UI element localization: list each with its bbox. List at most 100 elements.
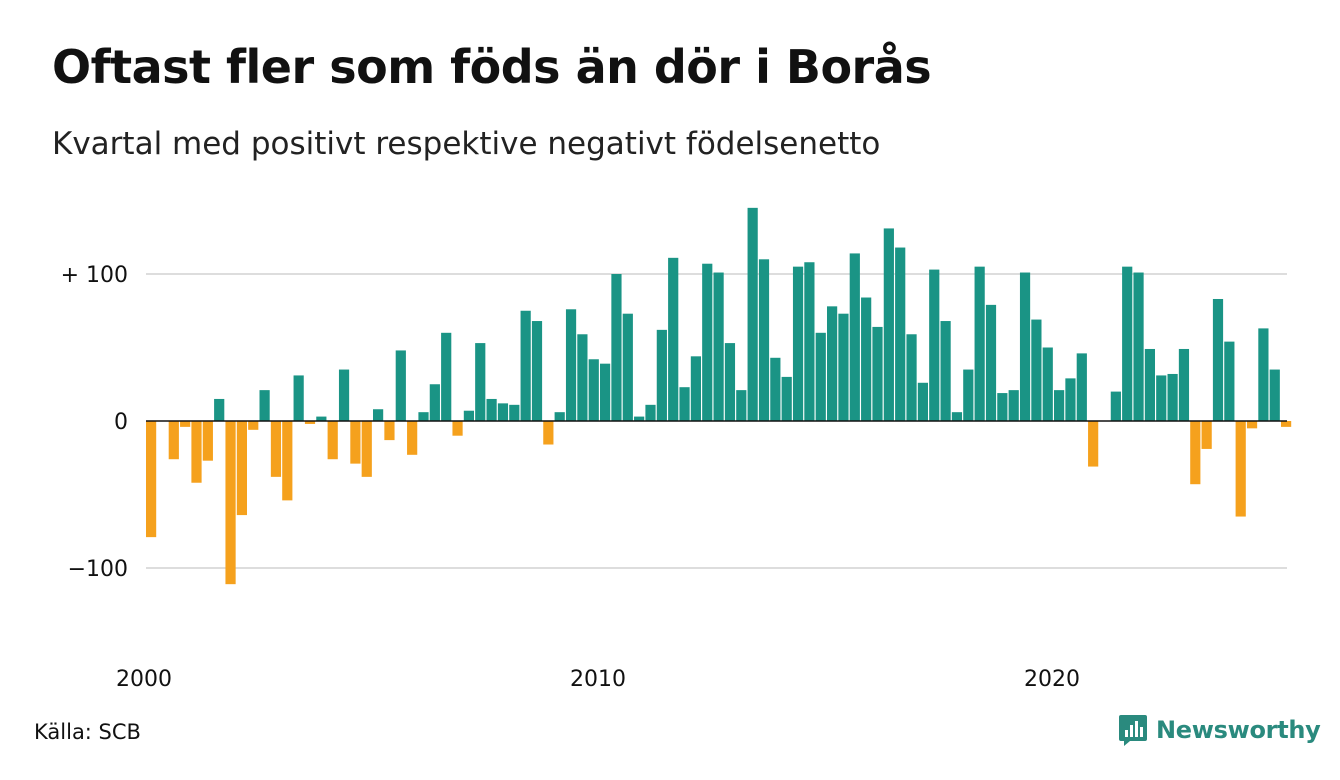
bar-76 — [1008, 390, 1019, 421]
bar-10 — [259, 390, 270, 421]
bar-22 — [395, 350, 406, 421]
bar-66 — [895, 247, 906, 421]
bar-21 — [384, 421, 395, 441]
bar-58 — [804, 262, 815, 421]
bar-42 — [622, 313, 633, 421]
bar-59 — [815, 332, 826, 421]
bar-19 — [361, 421, 372, 477]
bar-15 — [316, 416, 327, 421]
bar-7 — [225, 421, 236, 585]
bar-73 — [974, 266, 985, 421]
bar-37 — [565, 309, 577, 421]
bar-4 — [191, 421, 202, 483]
x-tick-label-2: 2020 — [1024, 667, 1080, 692]
bar-3 — [180, 421, 191, 427]
bar-45 — [656, 329, 667, 421]
bar-5 — [202, 421, 213, 461]
bar-67 — [906, 334, 917, 421]
bar-88 — [1144, 348, 1155, 421]
bar-44 — [645, 404, 656, 421]
bar-29 — [475, 343, 486, 421]
bar-41 — [611, 274, 622, 421]
bar-99 — [1269, 369, 1280, 421]
y-tick-label-2: −100 — [68, 557, 128, 582]
bar-31 — [497, 403, 509, 421]
bar-0 — [146, 421, 157, 538]
bar-92 — [1190, 421, 1201, 485]
bar-8 — [236, 421, 247, 516]
bar-32 — [509, 404, 520, 421]
axes: + 100 0 −100 2000 2010 2020 — [61, 263, 1287, 692]
bar-18 — [350, 421, 361, 464]
bar-36 — [554, 412, 565, 421]
bar-70 — [940, 321, 951, 421]
bar-61 — [838, 313, 849, 421]
bar-97 — [1246, 421, 1258, 429]
bar-9 — [248, 421, 259, 430]
bar-79 — [1042, 347, 1053, 421]
source-label: Källa: SCB — [34, 720, 141, 744]
bar-65 — [883, 228, 894, 421]
bar-69 — [929, 269, 940, 421]
y-tick-label-0: + 100 — [61, 263, 128, 288]
bar-39 — [588, 359, 599, 421]
bars — [146, 207, 1292, 585]
bar-17 — [338, 369, 350, 421]
bar-72 — [963, 369, 974, 421]
bar-46 — [668, 257, 679, 421]
bar-52 — [736, 390, 747, 421]
bar-48 — [690, 356, 701, 421]
bar-100 — [1281, 421, 1292, 427]
bar-63 — [861, 297, 872, 421]
bar-51 — [724, 343, 736, 421]
bar-90 — [1167, 373, 1178, 421]
bar-96 — [1235, 421, 1246, 517]
bar-56 — [781, 376, 792, 421]
bar-93 — [1201, 421, 1212, 449]
bar-86 — [1122, 266, 1133, 421]
bar-28 — [463, 410, 474, 421]
bar-49 — [702, 263, 713, 421]
bar-89 — [1156, 375, 1167, 421]
bar-47 — [679, 387, 690, 421]
bar-68 — [917, 382, 928, 421]
bar-13 — [293, 375, 304, 421]
chart-subtitle: Kvartal med positivt respektive negativt… — [52, 126, 881, 162]
bar-6 — [214, 398, 225, 421]
bar-85 — [1110, 391, 1121, 421]
bar-25 — [429, 384, 440, 421]
bar-40 — [600, 363, 611, 421]
bar-53 — [747, 207, 758, 421]
brand-logo: Newsworthy — [1118, 714, 1321, 746]
bar-95 — [1224, 341, 1235, 421]
bar-11 — [270, 421, 282, 477]
bar-43 — [634, 416, 645, 421]
bar-2 — [168, 421, 179, 460]
bar-94 — [1212, 298, 1224, 421]
bar-16 — [327, 421, 338, 460]
bar-23 — [407, 421, 418, 455]
bar-80 — [1054, 390, 1065, 421]
y-tick-label-1: 0 — [114, 410, 128, 435]
bar-77 — [1019, 272, 1031, 421]
bar-14 — [304, 421, 316, 424]
bar-83 — [1088, 421, 1099, 467]
x-tick-label-0: 2000 — [116, 667, 172, 692]
bar-33 — [520, 310, 531, 421]
bar-38 — [577, 334, 588, 421]
bar-98 — [1258, 328, 1269, 421]
bar-54 — [758, 259, 770, 421]
bar-12 — [282, 421, 293, 501]
bar-82 — [1076, 353, 1087, 421]
newsworthy-logo-icon — [1119, 715, 1147, 746]
bar-57 — [792, 266, 804, 421]
bar-78 — [1031, 319, 1042, 421]
bar-24 — [418, 412, 429, 421]
bar-27 — [452, 421, 463, 436]
bar-71 — [951, 412, 963, 421]
bar-35 — [543, 421, 554, 445]
bar-91 — [1178, 348, 1190, 421]
bar-34 — [531, 321, 543, 421]
bar-50 — [713, 272, 724, 421]
bar-64 — [872, 326, 883, 421]
